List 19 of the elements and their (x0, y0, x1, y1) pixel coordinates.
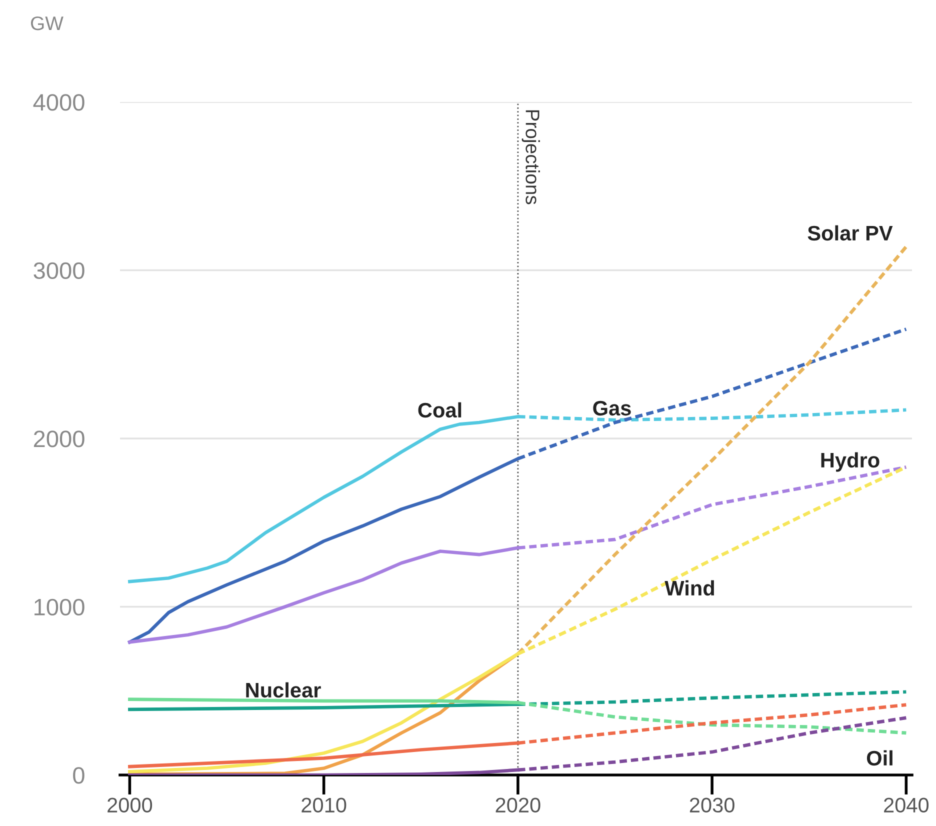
series-label: Solar PV (808, 225, 893, 241)
x-tick-label: 2010 (302, 798, 346, 813)
x-tick-label: 2000 (108, 798, 152, 813)
series-label: Wind (664, 580, 714, 596)
y-axis-title: GW (30, 16, 64, 30)
y-tick-label: 3000 (34, 262, 84, 280)
y-tick-label: 4000 (33, 94, 84, 111)
x-tick-label: 2020 (496, 798, 540, 813)
y-tick-label: 1000 (34, 598, 84, 616)
x-tick-label: 2030 (690, 798, 734, 813)
series-label: Hydro (821, 452, 880, 472)
series-label: Gas (593, 400, 631, 416)
series-label: Oil (866, 750, 892, 766)
ref-line-label: Projections (522, 110, 540, 204)
series-label: Nuclear (246, 682, 321, 698)
y-tick-label: 0 (73, 767, 84, 784)
series-label: Coal (418, 402, 462, 418)
y-tick-label: 2000 (34, 430, 84, 448)
x-tick-label: 2040 (884, 798, 929, 813)
